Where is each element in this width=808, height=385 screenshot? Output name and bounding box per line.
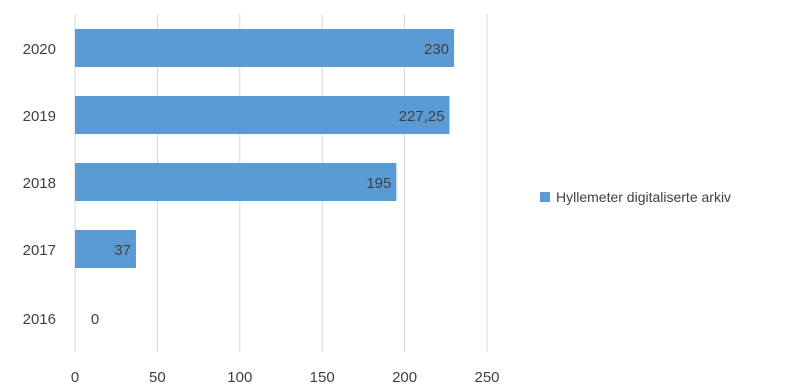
data-label: 230 — [424, 41, 449, 58]
value-axis-tick-labels: 0 50 100 150 200 250 — [71, 369, 500, 385]
category-label: 2016 — [23, 311, 56, 328]
category-label: 2017 — [23, 242, 56, 259]
x-tick-label: 200 — [392, 369, 417, 385]
bar — [75, 230, 136, 268]
bars — [75, 29, 455, 268]
data-label: 227,25 — [399, 108, 445, 125]
x-tick-label: 100 — [227, 369, 252, 385]
x-tick-label: 150 — [310, 369, 335, 385]
x-tick-label: 0 — [71, 369, 79, 385]
legend-swatch — [540, 192, 550, 202]
data-labels: 230 227,25 195 37 0 — [91, 41, 449, 328]
x-tick-label: 50 — [149, 369, 166, 385]
category-axis-labels: 2020 2019 2018 2017 2016 — [23, 41, 56, 328]
bar — [75, 96, 450, 134]
bar — [75, 163, 397, 201]
data-label: 37 — [114, 242, 131, 259]
category-label: 2019 — [23, 108, 56, 125]
category-label: 2020 — [23, 41, 56, 58]
data-label: 0 — [91, 311, 99, 328]
legend: Hyllemeter digitaliserte arkiv — [540, 189, 731, 205]
category-label: 2018 — [23, 175, 56, 192]
bar — [75, 29, 455, 67]
x-tick-label: 250 — [474, 369, 499, 385]
data-label: 195 — [366, 175, 391, 192]
legend-label: Hyllemeter digitaliserte arkiv — [556, 189, 731, 205]
